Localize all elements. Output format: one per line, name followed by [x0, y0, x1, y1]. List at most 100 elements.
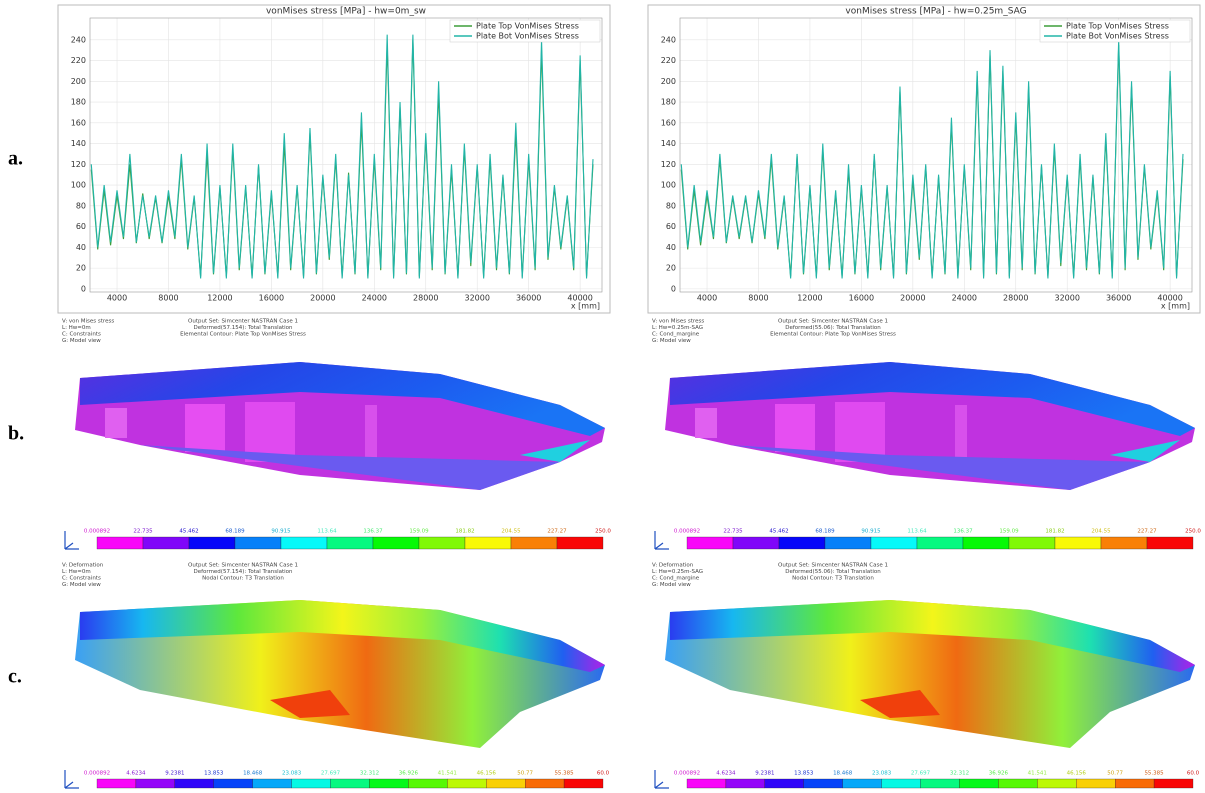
- color-scale-label: 227.27: [1137, 529, 1157, 535]
- color-scale-cell: [825, 537, 871, 549]
- color-scale-label: 113.64: [317, 529, 337, 535]
- color-scale-label: 68.189: [225, 529, 245, 535]
- color-scale-label: 159.09: [409, 529, 429, 535]
- y-tick-label: 80: [76, 201, 86, 210]
- color-scale-label: 4.6234: [126, 771, 146, 777]
- color-scale-cell: [779, 537, 825, 549]
- color-scale-cell: [917, 537, 963, 549]
- y-tick-label: 40: [76, 243, 86, 252]
- panel-label: b.: [8, 423, 24, 445]
- color-scale-cell: [871, 537, 917, 549]
- x-tick-label: 32000: [1054, 294, 1079, 303]
- color-scale-label: 18.468: [833, 771, 853, 777]
- view-info: G: Model view: [652, 338, 691, 344]
- color-scale-cell: [1076, 779, 1115, 788]
- color-scale-label: 204.55: [501, 529, 521, 535]
- color-scale-label: 13.853: [204, 771, 224, 777]
- color-scale-cell: [373, 537, 419, 549]
- color-scale-cell: [408, 779, 447, 788]
- color-scale-label: 250.0: [1185, 529, 1201, 535]
- color-scale-label: 41.541: [438, 771, 457, 777]
- view-info: V: von Mises stress: [62, 319, 114, 325]
- view-info: Elemental Contour: Plate Top VonMises St…: [770, 332, 896, 338]
- color-scale-cell: [292, 779, 331, 788]
- color-scale-cell: [419, 537, 465, 549]
- view-info: Deformed(55.06): Total Translation: [785, 569, 881, 575]
- panel-label: c.: [8, 666, 22, 688]
- view-info: V: Deformation: [652, 563, 694, 569]
- chart-title: vonMises stress [MPa] - hw=0m_sw: [266, 7, 426, 17]
- color-scale-label: 23.083: [872, 771, 892, 777]
- color-scale-cell: [136, 779, 175, 788]
- x-tick-label: 32000: [464, 294, 489, 303]
- color-scale-label: 36.926: [399, 771, 419, 777]
- y-tick-label: 200: [71, 77, 86, 86]
- view-info: Output Set: Simcenter NASTRAN Case 1: [778, 319, 888, 325]
- y-tick-label: 140: [661, 139, 676, 148]
- color-scale-label: 9.2381: [755, 771, 774, 777]
- color-scale-label: 22.735: [723, 529, 743, 535]
- x-tick-label: 28000: [1003, 294, 1028, 303]
- x-tick-label: 12000: [207, 294, 232, 303]
- color-scale-label: 136.37: [953, 529, 973, 535]
- y-tick-label: 40: [666, 243, 676, 252]
- axis-triad: [65, 531, 79, 549]
- x-tick-label: 8000: [158, 294, 178, 303]
- color-scale-label: 45.462: [179, 529, 198, 535]
- color-scale-label: 60.0: [1187, 771, 1200, 777]
- color-scale-label: 0.000892: [674, 771, 700, 777]
- legend-label: Plate Bot VonMises Stress: [476, 32, 579, 41]
- x-axis-label: x [mm]: [1161, 302, 1190, 311]
- color-scale-label: 55.385: [1144, 771, 1164, 777]
- x-tick-label: 20000: [900, 294, 925, 303]
- view-info: G: Model view: [62, 338, 101, 344]
- y-tick-label: 0: [671, 284, 676, 293]
- y-tick-label: 100: [71, 181, 86, 190]
- y-tick-label: 60: [666, 222, 676, 231]
- color-scale-label: 18.468: [243, 771, 263, 777]
- view-info: G: Model view: [62, 582, 101, 588]
- view-info: G: Model view: [652, 582, 691, 588]
- view-info: C: Cond_margine: [652, 332, 700, 338]
- y-tick-label: 180: [71, 98, 86, 107]
- color-scale-cell: [557, 537, 603, 549]
- view-info: Nodal Contour: T3 Translation: [792, 576, 874, 582]
- x-tick-label: 12000: [797, 294, 822, 303]
- color-scale-label: 9.2381: [165, 771, 184, 777]
- x-tick-label: 24000: [952, 294, 977, 303]
- color-scale-label: 27.697: [911, 771, 931, 777]
- x-tick-label: 28000: [413, 294, 438, 303]
- chart-frame: [58, 5, 610, 313]
- color-scale-cell: [726, 779, 765, 788]
- color-scale-cell: [511, 537, 557, 549]
- color-scale-label: 50.77: [1107, 771, 1123, 777]
- x-tick-label: 36000: [516, 294, 541, 303]
- color-scale-cell: [1037, 779, 1076, 788]
- color-scale-label: 27.697: [321, 771, 341, 777]
- x-tick-label: 20000: [310, 294, 335, 303]
- color-scale-cell: [525, 779, 564, 788]
- axis-triad: [65, 770, 79, 788]
- view-info: V: von Mises stress: [652, 319, 704, 325]
- color-scale-label: 181.82: [455, 529, 474, 535]
- color-scale-cell: [486, 779, 525, 788]
- color-scale-cell: [189, 537, 235, 549]
- color-scale-label: 22.735: [133, 529, 153, 535]
- y-tick-label: 180: [661, 98, 676, 107]
- color-scale-label: 68.189: [815, 529, 835, 535]
- view-info: Output Set: Simcenter NASTRAN Case 1: [778, 563, 888, 569]
- chart-frame: [648, 5, 1200, 313]
- color-scale-cell: [843, 779, 882, 788]
- color-scale-label: 113.64: [907, 529, 927, 535]
- y-tick-label: 160: [661, 118, 676, 127]
- view-info: C: Constraints: [62, 576, 101, 582]
- panel-label: a.: [8, 148, 23, 170]
- color-scale-label: 204.55: [1091, 529, 1111, 535]
- color-scale-cell: [331, 779, 370, 788]
- view-info: Elemental Contour: Plate Top VonMises St…: [180, 332, 306, 338]
- color-scale-label: 23.083: [282, 771, 302, 777]
- color-scale-label: 0.000892: [674, 529, 700, 535]
- view-info: L: Hw=0m: [62, 569, 91, 575]
- color-scale-cell: [97, 537, 143, 549]
- color-scale-cell: [963, 537, 1009, 549]
